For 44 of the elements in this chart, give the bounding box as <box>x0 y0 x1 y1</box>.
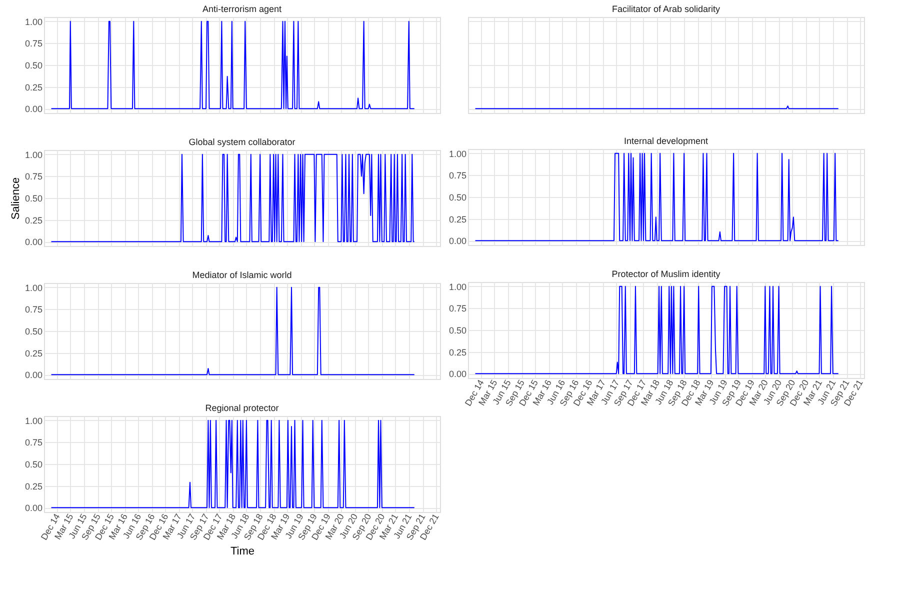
y-tick-label: 0.00 <box>24 370 42 380</box>
y-tick-label: 0.50 <box>24 460 42 470</box>
y-tick-label: 0.00 <box>24 237 42 248</box>
line-series <box>50 420 415 508</box>
chart-title: Facilitator of Arab solidarity <box>612 4 721 14</box>
y-tick-label: 0.50 <box>24 194 42 204</box>
y-axis-title: Salience <box>10 177 22 220</box>
y-tick-label: 0.75 <box>24 304 42 315</box>
y-tick-label: 0.75 <box>448 170 466 181</box>
y-tick-label: 0.25 <box>448 214 466 224</box>
y-tick-label: 0.75 <box>24 38 42 49</box>
y-tick-label: 0.50 <box>448 192 466 202</box>
y-tick-label: 1.00 <box>448 148 466 159</box>
y-tick-label: 1.00 <box>24 16 42 27</box>
y-tick-label: 0.50 <box>24 60 42 70</box>
y-tick-label: 0.00 <box>24 104 42 114</box>
chart-title: Anti-terrorism agent <box>202 4 282 14</box>
y-tick-label: 1.00 <box>448 282 466 292</box>
y-tick-label: 0.25 <box>24 481 42 492</box>
line-series <box>474 152 839 242</box>
y-tick-label: 1.00 <box>24 282 42 293</box>
chart-title: Regional protector <box>205 403 279 413</box>
y-tick-label: 0.00 <box>448 236 466 246</box>
y-tick-label: 0.25 <box>24 348 42 358</box>
y-tick-label: 0.75 <box>24 172 42 182</box>
line-series <box>50 154 415 242</box>
y-tick-label: 0.00 <box>24 503 42 514</box>
y-tick-label: 0.50 <box>448 326 466 336</box>
chart-title: Internal development <box>624 136 709 146</box>
chart-title: Protector of Muslim identity <box>612 269 721 279</box>
y-tick-label: 0.00 <box>448 369 466 380</box>
line-series <box>50 20 415 110</box>
y-tick-label: 0.25 <box>24 82 42 92</box>
y-tick-label: 0.75 <box>448 304 466 314</box>
chart-title: Global system collaborator <box>188 137 296 147</box>
y-tick-label: 0.50 <box>24 326 42 336</box>
x-axis-title: Time <box>230 546 255 558</box>
y-tick-label: 1.00 <box>24 416 42 426</box>
line-series <box>474 286 839 374</box>
y-tick-label: 1.00 <box>24 150 42 160</box>
y-tick-label: 0.25 <box>448 347 466 358</box>
y-tick-label: 0.25 <box>24 215 42 226</box>
chart-title: Mediator of Islamic world <box>192 270 292 280</box>
y-tick-label: 0.75 <box>24 438 42 448</box>
